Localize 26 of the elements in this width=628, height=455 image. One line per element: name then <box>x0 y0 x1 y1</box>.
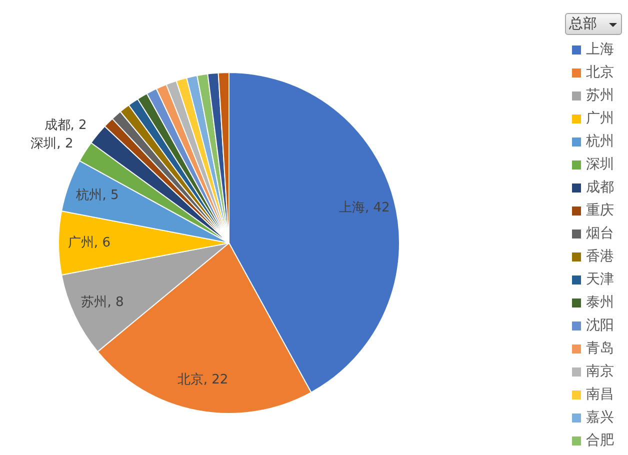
legend-label: 成都 <box>586 180 614 196</box>
data-label: 成都, 2 <box>44 118 87 133</box>
legend-label: 天津 <box>586 272 614 288</box>
legend-label: 南昌 <box>586 386 614 403</box>
legend-label: 合肥 <box>586 432 614 449</box>
legend-label: 苏州 <box>586 88 614 104</box>
data-label: 北京, 22 <box>177 372 228 388</box>
legend-title: 总部 <box>569 15 597 34</box>
legend-label: 北京 <box>586 64 614 81</box>
legend-label: 重庆 <box>586 202 614 219</box>
legend-label: 上海 <box>586 42 614 58</box>
legend-label: 杭州 <box>585 134 614 150</box>
legend-label: 广州 <box>586 110 614 127</box>
legend-label: 青岛 <box>586 340 614 357</box>
data-label: 苏州, 8 <box>81 294 124 310</box>
data-label: 深圳, 2 <box>30 136 74 152</box>
data-label: 上海, 42 <box>339 200 390 216</box>
legend-label: 烟台 <box>586 226 614 242</box>
legend-label: 深圳 <box>586 156 614 173</box>
data-label: 广州, 6 <box>68 235 110 250</box>
legend-label: 沈阳 <box>586 318 614 334</box>
legend-label: 南京 <box>586 364 614 380</box>
legend-label: 嘉兴 <box>586 410 614 426</box>
data-label: 杭州, 5 <box>75 188 119 204</box>
legend-label: 泰州 <box>586 294 614 311</box>
legend-label: 香港 <box>586 248 614 265</box>
